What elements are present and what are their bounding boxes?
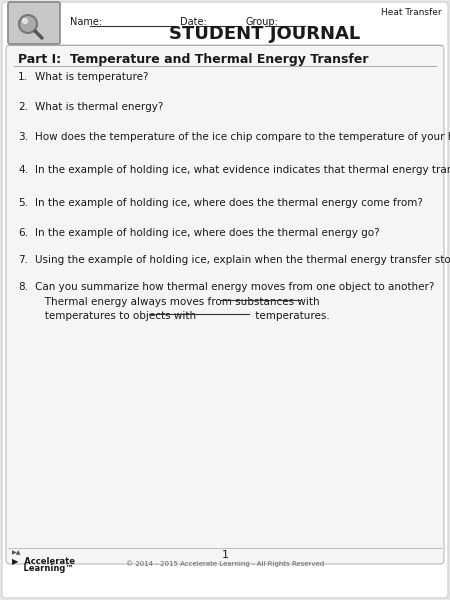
Text: In the example of holding ice, where does the thermal energy come from?: In the example of holding ice, where doe… [35, 198, 423, 208]
Text: 4.: 4. [18, 165, 28, 175]
Text: Thermal energy always moves from substances with: Thermal energy always moves from substan… [35, 297, 323, 307]
Text: temperatures.: temperatures. [252, 311, 329, 321]
Text: STUDENT JOURNAL: STUDENT JOURNAL [169, 25, 360, 43]
Text: Can you summarize how thermal energy moves from one object to another?: Can you summarize how thermal energy mov… [35, 282, 434, 292]
Text: 5.: 5. [18, 198, 28, 208]
Text: Part I:  Temperature and Thermal Energy Transfer: Part I: Temperature and Thermal Energy T… [18, 53, 369, 66]
FancyBboxPatch shape [8, 2, 60, 44]
FancyBboxPatch shape [6, 45, 444, 564]
Text: In the example of holding ice, what evidence indicates that thermal energy trans: In the example of holding ice, what evid… [35, 165, 450, 175]
Text: Heat Transfer: Heat Transfer [382, 8, 442, 17]
Text: 1: 1 [221, 550, 229, 560]
Text: ▶▲: ▶▲ [12, 550, 22, 555]
Text: © 2014 - 2015 Accelerate Learning - All Rights Reserved: © 2014 - 2015 Accelerate Learning - All … [126, 560, 324, 566]
Text: 8.: 8. [18, 282, 28, 292]
Text: In the example of holding ice, where does the thermal energy go?: In the example of holding ice, where doe… [35, 228, 380, 238]
Text: Name:: Name: [70, 17, 102, 27]
Text: Group:: Group: [245, 17, 278, 27]
Text: 3.: 3. [18, 132, 28, 142]
Text: 2.: 2. [18, 102, 28, 112]
Text: Date:: Date: [180, 17, 207, 27]
Circle shape [22, 19, 27, 23]
Text: 6.: 6. [18, 228, 28, 238]
Text: How does the temperature of the ice chip compare to the temperature of your hand: How does the temperature of the ice chip… [35, 132, 450, 142]
Text: 7.: 7. [18, 255, 28, 265]
Text: Using the example of holding ice, explain when the thermal energy transfer stops: Using the example of holding ice, explai… [35, 255, 450, 265]
Text: What is temperature?: What is temperature? [35, 72, 148, 82]
Circle shape [19, 15, 37, 33]
Text: Learning™: Learning™ [12, 564, 74, 573]
Text: 1.: 1. [18, 72, 28, 82]
Text: temperatures to objects with: temperatures to objects with [35, 311, 199, 321]
Text: What is thermal energy?: What is thermal energy? [35, 102, 163, 112]
Text: ▶  Accelerate: ▶ Accelerate [12, 556, 75, 565]
